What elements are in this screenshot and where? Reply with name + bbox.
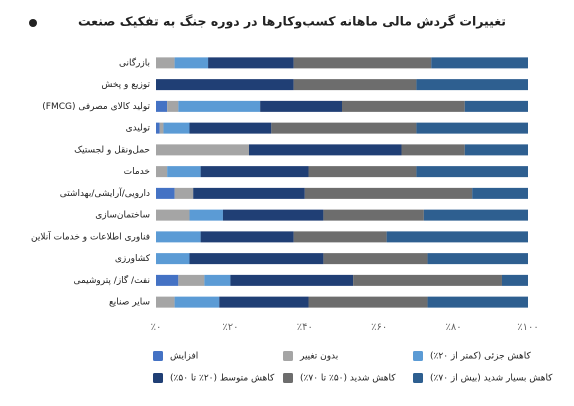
bar-segment	[386, 231, 528, 243]
bar-segment	[174, 296, 220, 308]
bar-segment	[304, 187, 473, 199]
x-tick-label: ٪۸۰	[446, 322, 462, 333]
y-tick-label: تولید کالای مصرفی (FMCG)	[42, 102, 150, 112]
legend-swatch	[153, 351, 163, 361]
bar-segment	[249, 144, 402, 156]
bar-segment	[189, 253, 324, 265]
bar-segment	[293, 57, 432, 69]
bar-segment	[342, 100, 465, 112]
bar-segment	[178, 100, 261, 112]
y-tick-label: بازرگانی	[119, 56, 150, 68]
bar-segment	[323, 253, 428, 265]
y-tick-label: خدمات	[124, 167, 150, 177]
bar-segment	[156, 253, 190, 265]
bar-segment	[416, 122, 528, 134]
legend-label: کاهش متوسط (۲۰٪ تا ۵۰٪)	[170, 374, 275, 384]
x-tick-label: ٪۴۰	[297, 322, 313, 333]
bar-segment	[464, 144, 528, 156]
legend-label: افزایش	[170, 352, 198, 362]
bar-segment	[156, 57, 175, 69]
legend-label: بدون تغییر	[299, 352, 338, 362]
legend-swatch	[283, 373, 293, 383]
x-tick-label: ٪۱۰۰	[517, 322, 538, 333]
y-tick-label: حمل‌ونقل و لجستیک	[74, 145, 150, 155]
legend-swatch	[413, 351, 423, 361]
bar-segment	[178, 274, 205, 286]
bar-segment	[427, 253, 528, 265]
bar-segment	[416, 79, 528, 91]
bar-segment	[401, 144, 465, 156]
y-tick-label: کشاورزی	[115, 254, 151, 264]
bar-segment	[501, 274, 528, 286]
bar-segment	[156, 166, 168, 178]
bar-segment	[308, 296, 428, 308]
bar-segment	[156, 274, 179, 286]
x-tick-label: ٪۶۰	[371, 322, 387, 333]
bar-segment	[271, 122, 417, 134]
bar-segment	[464, 100, 528, 112]
bar-segment	[427, 296, 528, 308]
bar-segment	[200, 166, 309, 178]
y-tick-label: فناوری اطلاعات و خدمات آنلاین	[31, 230, 150, 242]
legend-swatch	[413, 373, 423, 383]
legend-label: کاهش جزئی (کمتر از ۲۰٪)	[430, 352, 532, 362]
bar-segment	[156, 122, 160, 134]
title-bullet	[29, 19, 37, 27]
chart-title: تغییرات گردش مالی ماهانه کسب‌وکارها در د…	[78, 14, 506, 29]
y-tick-label: تولیدی	[126, 124, 151, 134]
y-tick-label: نفت/ گاز/ پتروشیمی	[73, 274, 150, 286]
bar-segment	[222, 209, 324, 221]
bar-segment	[156, 79, 294, 91]
legend-swatch	[283, 351, 293, 361]
bar-segment	[156, 296, 175, 308]
bar-segment	[156, 144, 249, 156]
bar-segment	[431, 57, 528, 69]
x-tick-label: ٪۰	[151, 322, 162, 333]
bar-segment	[193, 187, 305, 199]
bar-segment	[423, 209, 528, 221]
bar-segment	[167, 166, 201, 178]
bar-segment	[230, 274, 354, 286]
bar-segment	[159, 122, 164, 134]
bar-segment	[204, 274, 231, 286]
bar-segment	[167, 100, 179, 112]
bar-segment	[200, 231, 294, 243]
bar-segment	[163, 122, 190, 134]
y-tick-label: ساختمان‌سازی	[95, 211, 150, 221]
bar-segment	[189, 122, 272, 134]
bar-segment	[208, 57, 294, 69]
bar-segment	[353, 274, 502, 286]
bar-segment	[308, 166, 417, 178]
bar-segment	[156, 209, 190, 221]
bar-segment	[293, 231, 387, 243]
bar-segment	[174, 57, 209, 69]
bar-segment	[156, 187, 175, 199]
x-tick-label: ٪۲۰	[222, 322, 238, 333]
bar-segment	[156, 100, 168, 112]
bar-segment	[260, 100, 342, 112]
bar-segment	[174, 187, 194, 199]
bar-segment	[156, 231, 201, 243]
legend-label: کاهش بسیار شدید (بیش از ۷۰٪)	[430, 374, 553, 384]
bar-segment	[323, 209, 424, 221]
bar-segment	[219, 296, 309, 308]
legend-label: کاهش شدید (۵۰٪ تا ۷۰٪)	[300, 374, 396, 384]
bar-segment	[472, 187, 528, 199]
y-tick-label: توزیع و پخش	[101, 80, 150, 90]
bar-segment	[293, 79, 417, 91]
y-tick-label: دارویی/آرایشی/بهداشتی	[60, 187, 150, 199]
bar-segment	[189, 209, 223, 221]
bar-segment	[416, 166, 528, 178]
legend-swatch	[153, 373, 163, 383]
y-tick-label: سایر صنایع	[109, 298, 150, 308]
